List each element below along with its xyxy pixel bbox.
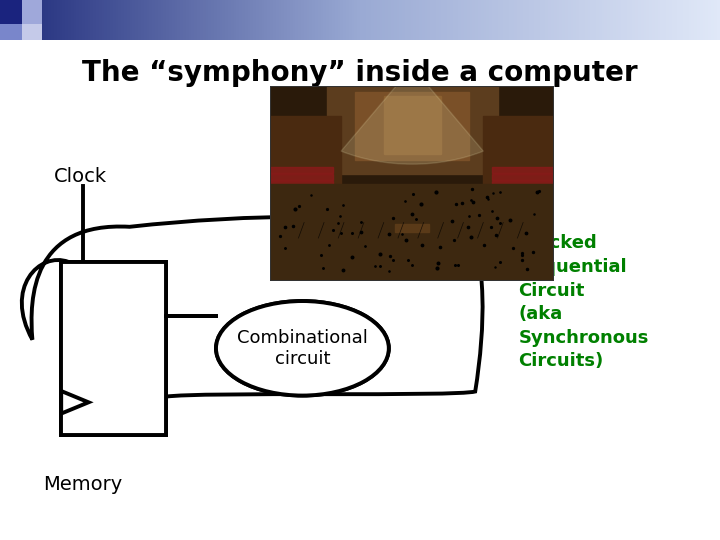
Bar xyxy=(384,96,441,154)
Bar xyxy=(483,116,554,193)
Bar xyxy=(22,0,42,24)
Text: Combinational
circuit: Combinational circuit xyxy=(237,329,368,368)
Bar xyxy=(492,174,554,180)
Ellipse shape xyxy=(216,301,389,395)
Bar xyxy=(270,116,341,193)
Text: Clock: Clock xyxy=(54,167,107,186)
Bar xyxy=(395,225,429,232)
Bar xyxy=(356,92,469,160)
Bar xyxy=(270,181,333,186)
Bar xyxy=(270,187,333,193)
Text: The “symphony” inside a computer: The “symphony” inside a computer xyxy=(82,59,638,87)
Bar xyxy=(61,262,166,435)
Bar xyxy=(270,184,554,281)
Bar xyxy=(0,0,22,24)
Bar xyxy=(492,167,554,173)
Bar xyxy=(22,24,42,40)
Bar xyxy=(0,24,22,40)
Ellipse shape xyxy=(216,301,389,395)
Bar xyxy=(492,187,554,193)
Text: Clocked
Sequential
Circuit
(aka
Synchronous
Circuits): Clocked Sequential Circuit (aka Synchron… xyxy=(518,234,649,370)
Bar xyxy=(270,167,333,173)
Bar xyxy=(492,181,554,186)
Polygon shape xyxy=(61,391,89,414)
Bar xyxy=(270,174,333,180)
Text: Combinational
circuit: Combinational circuit xyxy=(237,329,368,368)
Bar xyxy=(327,86,498,174)
Wedge shape xyxy=(341,67,483,164)
Polygon shape xyxy=(61,391,89,414)
Text: Memory: Memory xyxy=(43,475,122,494)
Bar xyxy=(61,262,166,435)
